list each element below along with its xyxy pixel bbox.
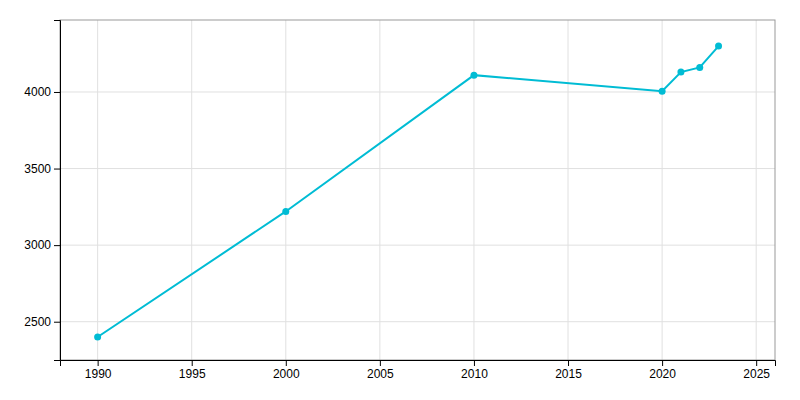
- tick-label: 2000: [273, 367, 300, 381]
- plot-frame: [60, 20, 775, 360]
- tick-label: 2020: [649, 367, 676, 381]
- tick: 3500: [24, 162, 60, 176]
- tick-mark: [662, 360, 663, 366]
- tick: 1995: [179, 360, 206, 381]
- marker: [94, 334, 101, 341]
- grid-line: [60, 245, 775, 246]
- line: [98, 46, 719, 337]
- axis-line: [54, 21, 61, 361]
- marker: [282, 208, 289, 215]
- tick-mark: [192, 360, 193, 366]
- grid-line: [97, 20, 98, 360]
- axis-line: [61, 361, 776, 367]
- tick: 2010: [461, 360, 488, 381]
- tick-mark: [54, 322, 60, 323]
- y-axis: 2500 3000 3500 4000: [24, 21, 60, 361]
- tick-label: 3000: [24, 238, 51, 252]
- tick: 2000: [273, 360, 300, 381]
- x-axis: 1990 1995 2000 2005 2010 2015 2020 2025: [61, 360, 776, 381]
- chart: 1990 1995 2000 2005 2010 2015 2020 2025 2500 3000…: [0, 0, 800, 400]
- tick-mark: [98, 360, 99, 366]
- tick-label: 4000: [24, 85, 51, 99]
- tick-mark: [756, 360, 757, 366]
- marker: [659, 88, 666, 95]
- tick: 2500: [24, 315, 60, 329]
- grid-line: [568, 20, 569, 360]
- grid-line: [60, 168, 775, 169]
- tick-mark: [54, 245, 60, 246]
- tick: 2005: [367, 360, 394, 381]
- marker: [677, 69, 684, 76]
- tick: 4000: [24, 85, 60, 99]
- grid-line: [285, 20, 286, 360]
- tick-label: 1990: [85, 367, 112, 381]
- tick: 2025: [743, 360, 770, 381]
- tick: 1990: [85, 360, 112, 381]
- grid-line: [60, 321, 775, 322]
- tick-mark: [54, 92, 60, 93]
- marker: [696, 64, 703, 71]
- tick-label: 2015: [555, 367, 582, 381]
- tick-mark: [286, 360, 287, 366]
- grid: [60, 20, 775, 360]
- tick-label: 2025: [743, 367, 770, 381]
- marker: [470, 72, 477, 79]
- marks: [94, 43, 722, 341]
- tick-label: 2010: [461, 367, 488, 381]
- tick-mark: [568, 360, 569, 366]
- grid-line: [473, 20, 474, 360]
- plot: 1990 1995 2000 2005 2010 2015 2020 2025 2500 3000…: [24, 20, 775, 381]
- tick-mark: [54, 169, 60, 170]
- tick-mark: [474, 360, 475, 366]
- tick: 2020: [649, 360, 676, 381]
- marker: [715, 43, 722, 50]
- grid-line: [756, 20, 757, 360]
- grid-line: [60, 91, 775, 92]
- tick-mark: [380, 360, 381, 366]
- tick-label: 1995: [179, 367, 206, 381]
- tick-label: 2005: [367, 367, 394, 381]
- tick: 2015: [555, 360, 582, 381]
- grid-line: [191, 20, 192, 360]
- tick-label: 3500: [24, 162, 51, 176]
- tick-label: 2500: [24, 315, 51, 329]
- tick: 3000: [24, 238, 60, 252]
- grid-line: [662, 20, 663, 360]
- grid-line: [379, 20, 380, 360]
